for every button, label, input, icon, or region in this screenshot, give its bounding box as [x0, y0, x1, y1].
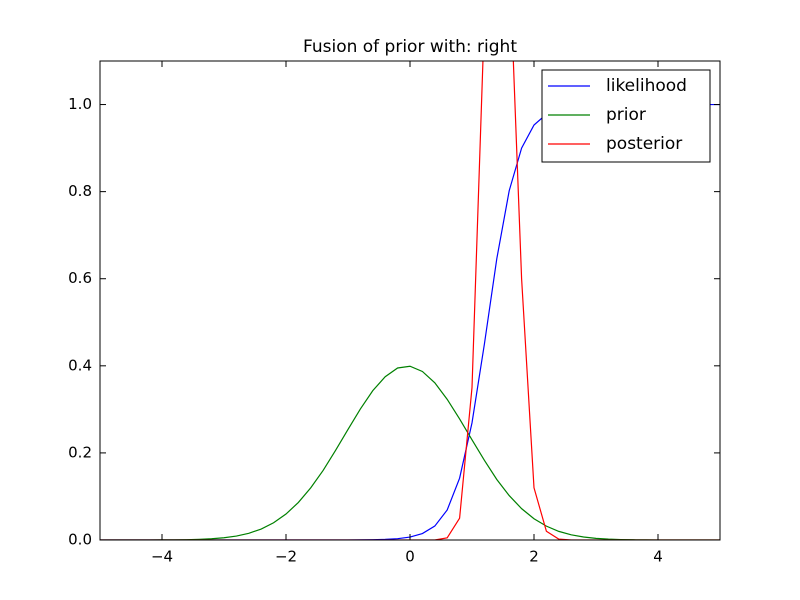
y-tick-label: 0.0: [68, 531, 92, 549]
legend-label: posterior: [606, 134, 682, 154]
y-tick-label: 0.8: [68, 182, 92, 200]
y-tick-label: 0.2: [68, 443, 92, 461]
x-tick-label: 0: [405, 548, 415, 566]
y-tick-label: 0.4: [68, 356, 92, 374]
legend: likelihood prior posterior: [541, 69, 711, 163]
x-tick-label: −4: [151, 548, 173, 566]
chart-title: Fusion of prior with: right: [303, 37, 517, 57]
legend-label: prior: [606, 105, 646, 125]
y-tick-label: 0.6: [68, 269, 92, 287]
x-tick-label: −2: [275, 548, 297, 566]
legend-box: [541, 69, 711, 163]
y-tick-label: 1.0: [68, 95, 92, 113]
x-tick-label: 4: [653, 548, 663, 566]
legend-label: likelihood: [606, 76, 687, 96]
x-tick-label: 2: [529, 548, 539, 566]
